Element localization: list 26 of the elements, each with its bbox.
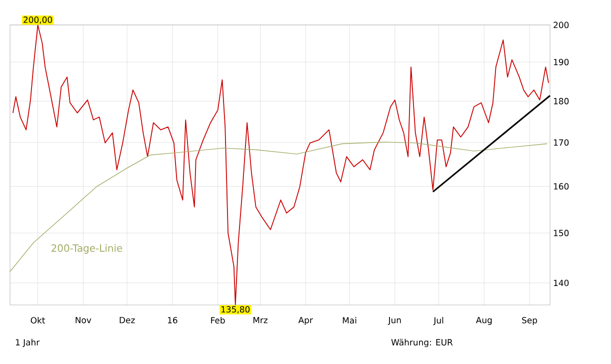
- series-label: 200-Tage-Linie: [52, 244, 122, 254]
- y-tick-label: 150: [554, 230, 569, 236]
- annotation: 200,00: [24, 16, 52, 24]
- x-tick-label: Jun: [388, 316, 401, 325]
- y-tick-label: 140: [554, 280, 569, 286]
- x-tick-label: Okt: [30, 316, 46, 324]
- line-series: [12, 24, 549, 306]
- text: 1 Jahr: [16, 338, 40, 348]
- x-tick-label: Feb: [211, 316, 225, 324]
- x-tick-label: Jul: [433, 316, 444, 326]
- x-tick-label: Sep: [522, 316, 538, 326]
- x-tick-label: Apr: [298, 316, 313, 325]
- y-tick-label: 200: [554, 22, 569, 28]
- annotation: 135,80: [221, 306, 250, 314]
- x-tick-label: Mai: [342, 316, 356, 324]
- y-tick-label: 170: [554, 139, 569, 146]
- x-tick-label: Dez: [120, 316, 135, 324]
- y-tick-label: 160: [554, 183, 569, 190]
- x-tick-label: Nov: [76, 316, 92, 324]
- y-tick-label: 180: [554, 98, 569, 104]
- x-tick-label: Aug: [476, 316, 492, 325]
- line-series: [10, 142, 548, 272]
- x-tick-label: Mrz: [253, 316, 268, 324]
- x-tick-label: 16: [168, 316, 178, 324]
- text: Währung: EUR: [391, 338, 453, 348]
- y-tick-label: 190: [554, 58, 569, 66]
